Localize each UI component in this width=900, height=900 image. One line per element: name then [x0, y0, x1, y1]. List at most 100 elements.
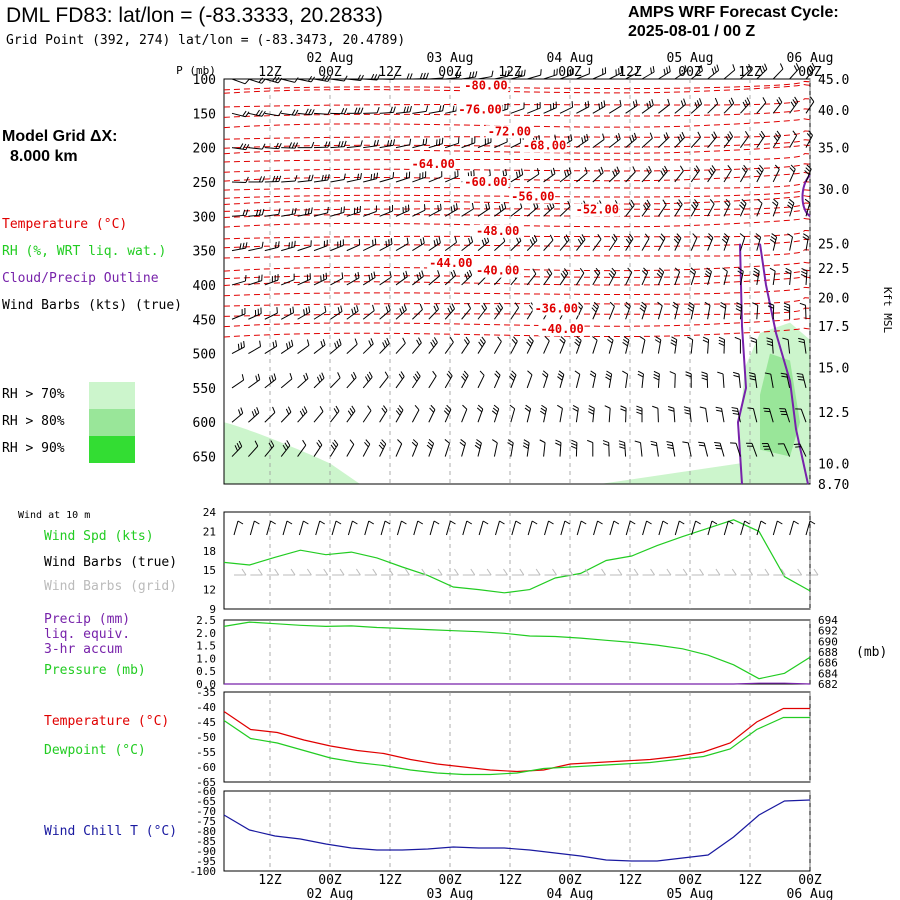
- wind-speed-tick: 9: [209, 603, 216, 616]
- wind-barb: [674, 65, 687, 80]
- wind-barb: [752, 267, 760, 286]
- wind-barb: [281, 207, 297, 217]
- top-hour-label: 12Z: [498, 65, 522, 80]
- wind-barb: [459, 439, 466, 457]
- wind-barb: [346, 238, 361, 252]
- chill-tick: -80: [196, 825, 216, 838]
- wind10-barb-true: [282, 520, 293, 536]
- wind-barb: [297, 108, 315, 116]
- top-hour-label: 00Z: [678, 65, 702, 80]
- wind-barb: [346, 338, 358, 354]
- isotherm-label: -52.00: [576, 203, 619, 217]
- wind-barb: [690, 233, 698, 251]
- isotherm-label: -76.00: [458, 102, 501, 116]
- wind-panel-frame: [223, 511, 811, 610]
- wind10-barb-grid: [348, 568, 361, 576]
- wind-barb: [718, 336, 725, 354]
- wind-barb: [539, 404, 547, 423]
- wind-barb: [796, 373, 807, 389]
- wind-barb: [625, 66, 639, 80]
- wind-barb: [248, 109, 266, 117]
- wind-barb: [608, 166, 620, 183]
- wind-barb: [395, 237, 409, 252]
- wind-barb: [587, 439, 594, 457]
- wind10-barb-grid: [495, 568, 508, 576]
- wind-barb: [297, 75, 316, 83]
- wind-barb: [557, 370, 565, 389]
- pressure-tick: 694: [818, 614, 838, 627]
- kft-tick-label: 35.0: [818, 142, 849, 157]
- wind-barb: [412, 138, 428, 149]
- wind-barb: [330, 75, 348, 82]
- wind-barb: [231, 440, 243, 457]
- wind10-barb-true: [642, 520, 652, 536]
- legend-temp-lower: Temperature (°C): [44, 714, 170, 729]
- forecast-cycle: AMPS WRF Forecast Cycle: 2025-08-01 / 00…: [628, 3, 839, 41]
- wind-barb: [734, 336, 741, 354]
- wind-barb: [428, 337, 438, 354]
- wind-barb: [231, 143, 250, 151]
- isotherm-label-bg: [485, 125, 532, 139]
- wind-barb: [330, 140, 347, 149]
- wind-barb: [636, 405, 643, 423]
- wind10-barb-grid: [577, 568, 590, 576]
- wind-barb: [576, 234, 586, 251]
- wind10-barb-true: [740, 520, 750, 536]
- wind-barb: [313, 141, 331, 149]
- isotherm-label-bg: [456, 103, 503, 117]
- top-day-label: 04 Aug: [547, 51, 594, 66]
- wind-barb: [608, 66, 623, 80]
- temp-tick: -60: [196, 761, 216, 774]
- wind-barb: [748, 372, 758, 388]
- wind-barb: [669, 371, 676, 388]
- isotherm-label: -36.00: [535, 301, 578, 315]
- wind10-barb-grid: [528, 568, 541, 576]
- isotherm-label: -56.00: [511, 190, 554, 204]
- wind-barb: [428, 104, 445, 114]
- legend-precip-line-2: liq. equiv.: [44, 627, 131, 642]
- bottom-hour-label: 00Z: [558, 873, 582, 888]
- legend-precip: Precip (mm) liq. equiv. 3-hr accum: [44, 612, 130, 657]
- wind-barb: [248, 440, 259, 457]
- wind-barb: [395, 105, 412, 114]
- wind-barb: [641, 267, 649, 286]
- precip-panel-frame: [223, 619, 811, 685]
- wind-barb: [704, 267, 712, 286]
- precip-tick: 1.5: [196, 640, 216, 653]
- wind-barb: [428, 72, 446, 80]
- wind-barb: [576, 100, 590, 114]
- wind-barb: [313, 405, 324, 423]
- kft-axis-label: Kft MSL: [881, 287, 894, 334]
- wind-barb: [735, 302, 743, 320]
- chill-panel-frame: [223, 790, 811, 872]
- wind-barb: [509, 370, 517, 389]
- wind-barb: [576, 133, 589, 149]
- wind-barb: [687, 336, 694, 354]
- wind10-barb-true: [560, 520, 571, 536]
- wind10-barb-true: [249, 520, 260, 536]
- rh-80-swatch: [89, 409, 135, 436]
- wind10-barb-true: [380, 520, 391, 536]
- wind-barb: [281, 240, 296, 252]
- wind10-barb-true: [707, 520, 718, 536]
- wind-barb: [653, 370, 660, 388]
- wind-barb: [412, 204, 426, 217]
- wind-barb: [493, 370, 501, 389]
- wind-barb: [379, 271, 392, 286]
- wind-barb: [412, 270, 424, 286]
- wind-barb: [411, 439, 419, 457]
- wind-barb: [510, 168, 524, 183]
- wind-barb: [248, 143, 266, 150]
- pressure-tick-label: 550: [193, 382, 216, 397]
- chill-tick: -85: [196, 835, 216, 848]
- wind-barb: [782, 337, 791, 354]
- wind-barb: [428, 370, 437, 389]
- wind-barb: [313, 239, 328, 252]
- kft-tick-label: 17.5: [818, 320, 849, 335]
- wind-barb: [363, 172, 379, 183]
- wind-barb: [739, 131, 750, 148]
- wind-barb: [444, 370, 453, 389]
- wind-barb: [543, 68, 558, 80]
- wind10-barb-grid: [381, 568, 394, 576]
- wind-barb: [769, 233, 778, 251]
